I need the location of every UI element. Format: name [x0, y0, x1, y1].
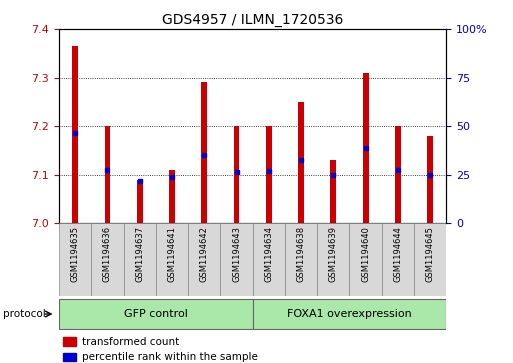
Bar	[382, 223, 414, 296]
Text: GSM1194644: GSM1194644	[393, 226, 402, 282]
Text: GFP control: GFP control	[124, 309, 188, 319]
Title: GDS4957 / ILMN_1720536: GDS4957 / ILMN_1720536	[162, 13, 343, 26]
Bar	[266, 126, 272, 223]
Bar	[59, 299, 252, 329]
Bar	[91, 223, 124, 296]
Bar	[252, 299, 446, 329]
Bar	[427, 136, 433, 223]
Text: GSM1194637: GSM1194637	[135, 226, 144, 282]
Bar	[156, 223, 188, 296]
Text: GSM1194643: GSM1194643	[232, 226, 241, 282]
Bar	[349, 223, 382, 296]
Bar	[395, 126, 401, 223]
Bar	[169, 170, 175, 223]
Bar	[72, 46, 78, 223]
Text: transformed count: transformed count	[82, 337, 180, 347]
Bar	[252, 223, 285, 296]
Text: GSM1194635: GSM1194635	[71, 226, 80, 282]
Bar	[330, 160, 336, 223]
Bar	[298, 102, 304, 223]
Bar	[124, 223, 156, 296]
Text: GSM1194636: GSM1194636	[103, 226, 112, 282]
Text: GSM1194634: GSM1194634	[264, 226, 273, 282]
Text: GSM1194645: GSM1194645	[426, 226, 435, 282]
Bar	[105, 126, 110, 223]
Text: GSM1194641: GSM1194641	[167, 226, 176, 282]
Bar	[201, 82, 207, 223]
Text: FOXA1 overexpression: FOXA1 overexpression	[287, 309, 412, 319]
Bar	[59, 223, 91, 296]
Bar	[363, 73, 368, 223]
Bar	[317, 223, 349, 296]
Bar	[414, 223, 446, 296]
Bar	[221, 223, 252, 296]
Text: GSM1194640: GSM1194640	[361, 226, 370, 282]
Text: GSM1194639: GSM1194639	[329, 226, 338, 282]
Text: percentile rank within the sample: percentile rank within the sample	[82, 352, 258, 362]
Bar	[188, 223, 221, 296]
Text: GSM1194642: GSM1194642	[200, 226, 209, 282]
Bar	[63, 353, 76, 362]
Bar	[285, 223, 317, 296]
Text: protocol: protocol	[3, 309, 45, 319]
Text: GSM1194638: GSM1194638	[297, 226, 306, 282]
Bar	[137, 180, 143, 223]
Bar	[233, 126, 240, 223]
Bar	[63, 337, 76, 346]
